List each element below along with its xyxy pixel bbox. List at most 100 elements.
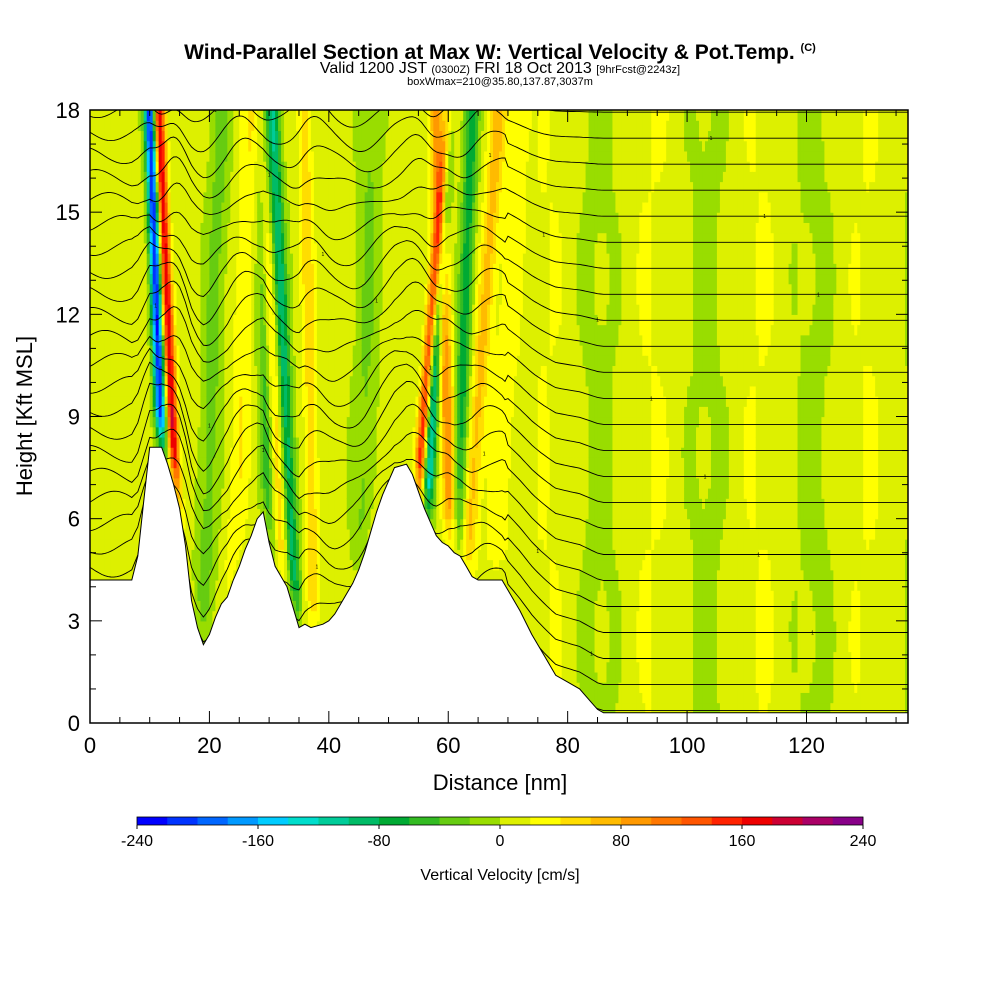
velocity-cell (125, 426, 130, 438)
velocity-cell (266, 150, 270, 162)
velocity-cell (322, 569, 327, 581)
velocity-cell (301, 488, 306, 499)
velocity-cell (316, 610, 321, 622)
velocity-cell (319, 518, 324, 530)
velocity-cell (191, 344, 196, 356)
velocity-cell (206, 620, 211, 632)
velocity-cell (298, 590, 303, 601)
velocity-cell (316, 447, 321, 458)
velocity-cell (209, 385, 214, 397)
velocity-cell (146, 120, 151, 132)
velocity-cell (182, 201, 187, 213)
velocity-cell (224, 283, 228, 295)
velocity-cell (119, 191, 124, 203)
velocity-cell (304, 130, 309, 142)
velocity-cell (161, 293, 166, 305)
velocity-cell (278, 120, 282, 132)
velocity-cell (260, 314, 264, 326)
velocity-cell (293, 539, 297, 550)
velocity-cell (140, 110, 145, 121)
velocity-cell (328, 549, 333, 561)
velocity-cell (146, 110, 151, 121)
velocity-cell (295, 161, 300, 172)
velocity-cell (307, 212, 312, 223)
velocity-cell (290, 590, 294, 601)
velocity-cell (322, 273, 327, 285)
velocity-cell (334, 304, 339, 315)
velocity-cell (206, 508, 211, 520)
velocity-cell (275, 283, 279, 295)
velocity-cell (293, 181, 297, 193)
velocity-cell (278, 355, 282, 367)
velocity-cell (158, 201, 163, 213)
velocity-cell (140, 467, 145, 479)
velocity-cell (119, 447, 124, 458)
velocity-cell (245, 344, 249, 356)
velocity-cell (90, 365, 94, 377)
velocity-cell (143, 355, 148, 367)
velocity-cell (239, 355, 243, 367)
velocity-cell (242, 242, 246, 254)
velocity-cell (125, 314, 130, 326)
velocity-cell (92, 120, 97, 132)
velocity-cell (104, 212, 109, 223)
velocity-cell (182, 355, 187, 367)
velocity-cell (95, 161, 100, 172)
velocity-cell (230, 396, 234, 407)
velocity-cell (301, 140, 306, 152)
velocity-cell (134, 304, 139, 315)
velocity-cell (227, 488, 231, 499)
velocity-cell (319, 181, 324, 193)
velocity-cell (143, 161, 148, 172)
velocity-cell (90, 171, 94, 183)
velocity-cell (313, 579, 318, 591)
velocity-cell (203, 396, 208, 407)
velocity-cell (328, 436, 333, 448)
velocity-cell (146, 293, 151, 305)
velocity-cell (212, 569, 216, 581)
velocity-cell (188, 232, 193, 244)
velocity-cell (170, 406, 175, 418)
velocity-cell (152, 222, 157, 234)
velocity-cell (90, 355, 94, 367)
velocity-cell (206, 600, 211, 612)
velocity-cell (325, 579, 330, 591)
velocity-cell (131, 150, 136, 162)
velocity-cell (257, 314, 261, 326)
velocity-cell (278, 334, 282, 346)
velocity-cell (230, 140, 234, 152)
velocity-cell (293, 467, 297, 479)
velocity-cell (281, 232, 285, 244)
velocity-cell (116, 253, 121, 264)
velocity-cell (239, 191, 243, 203)
velocity-cell (188, 161, 193, 172)
velocity-cell (170, 355, 175, 367)
velocity-cell (310, 549, 315, 561)
velocity-cell (218, 120, 222, 132)
velocity-cell (334, 293, 339, 305)
velocity-cell (298, 253, 303, 264)
velocity-cell (269, 447, 273, 458)
velocity-cell (325, 610, 330, 622)
velocity-cell (122, 375, 127, 387)
velocity-cell (197, 610, 202, 622)
velocity-cell (122, 273, 127, 285)
velocity-cell (325, 293, 330, 305)
velocity-cell (263, 283, 267, 295)
velocity-cell (331, 334, 336, 346)
velocity-cell (101, 191, 106, 203)
velocity-cell (203, 631, 208, 642)
velocity-cell (224, 304, 228, 315)
velocity-cell (227, 467, 231, 479)
velocity-cell (215, 314, 219, 326)
velocity-cell (146, 263, 151, 275)
velocity-cell (307, 334, 312, 346)
velocity-cell (194, 191, 199, 203)
velocity-cell (134, 355, 139, 367)
velocity-cell (122, 477, 127, 489)
velocity-cell (275, 242, 279, 254)
velocity-cell (191, 150, 196, 162)
velocity-cell (134, 273, 139, 285)
velocity-cell (316, 477, 321, 489)
velocity-cell (215, 549, 219, 561)
